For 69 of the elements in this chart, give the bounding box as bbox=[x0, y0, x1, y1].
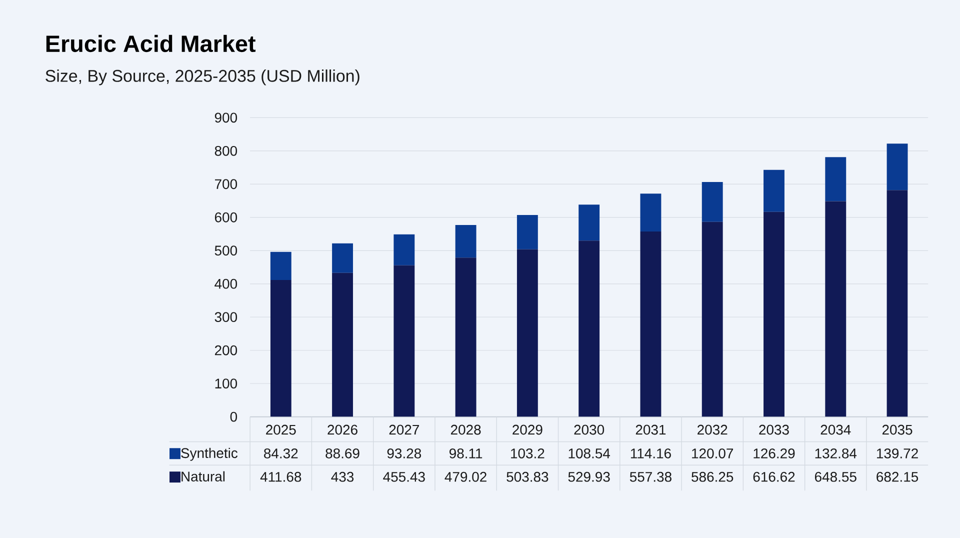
y-tick-label: 100 bbox=[215, 378, 238, 388]
data-label: 503.83 bbox=[506, 472, 548, 482]
x-tick-label: 2030 bbox=[574, 424, 604, 434]
data-label: 84.32 bbox=[264, 448, 298, 458]
bar bbox=[332, 272, 353, 417]
legend-label: Synthetic bbox=[181, 448, 238, 461]
bar bbox=[578, 204, 600, 240]
legend-label: Natural bbox=[182, 471, 225, 482]
bar bbox=[702, 222, 723, 417]
bar bbox=[640, 231, 662, 417]
data-label: 93.28 bbox=[387, 448, 422, 458]
bar bbox=[394, 265, 415, 417]
y-tick-label: 0 bbox=[230, 412, 238, 422]
x-tick-label: 2026 bbox=[328, 424, 358, 434]
y-tick-label: 700 bbox=[214, 178, 238, 189]
data-label: 103.2 bbox=[511, 448, 544, 458]
x-tick-label: 2032 bbox=[698, 424, 728, 434]
x-tick-label: 2028 bbox=[450, 424, 481, 434]
data-label: 557.38 bbox=[630, 472, 672, 482]
bar bbox=[455, 224, 476, 258]
bar bbox=[270, 252, 292, 280]
chart-subtitle: Size, By Source, 2025-2035 (USD Million) bbox=[46, 69, 360, 86]
bar bbox=[825, 156, 846, 202]
data-label: 411.68 bbox=[260, 472, 302, 482]
bar bbox=[702, 182, 723, 222]
x-tick-label: 2034 bbox=[820, 424, 851, 434]
data-label: 126.29 bbox=[754, 448, 795, 458]
x-tick-label: 2031 bbox=[636, 424, 666, 434]
data-label: 616.62 bbox=[753, 472, 795, 482]
data-label: 114.16 bbox=[630, 448, 671, 458]
y-tick-label: 300 bbox=[214, 312, 238, 322]
data-label: 529.93 bbox=[568, 472, 610, 482]
data-label: 479.02 bbox=[444, 472, 486, 482]
x-tick-label: 2035 bbox=[882, 424, 912, 434]
y-tick-label: 900 bbox=[214, 112, 238, 122]
bar bbox=[764, 212, 784, 417]
bar bbox=[578, 240, 600, 417]
data-label: 139.72 bbox=[877, 448, 918, 458]
bar bbox=[764, 170, 784, 212]
bar bbox=[886, 190, 908, 417]
data-label: 120.07 bbox=[692, 448, 734, 458]
y-tick-label: 600 bbox=[214, 212, 238, 222]
chart-title: Erucic Acid Market bbox=[46, 34, 256, 52]
y-tick-label: 400 bbox=[214, 278, 238, 289]
x-tick-label: 2025 bbox=[266, 424, 296, 434]
bar bbox=[516, 214, 538, 250]
bar bbox=[455, 257, 476, 417]
data-label: 648.55 bbox=[814, 472, 856, 482]
data-label: 586.25 bbox=[692, 472, 734, 482]
data-label: 682.15 bbox=[876, 472, 918, 482]
data-label: 132.84 bbox=[815, 448, 857, 458]
data-label: 455.43 bbox=[383, 472, 425, 482]
data-label: 108.54 bbox=[568, 448, 610, 458]
bar bbox=[332, 243, 353, 273]
data-label: 88.69 bbox=[326, 448, 360, 458]
data-label: 433 bbox=[331, 472, 354, 482]
bar bbox=[270, 280, 292, 417]
bar bbox=[825, 201, 846, 417]
x-tick-label: 2033 bbox=[759, 424, 789, 434]
bar bbox=[516, 249, 538, 417]
y-tick-label: 800 bbox=[214, 146, 238, 156]
bar bbox=[886, 143, 908, 190]
x-tick-label: 2029 bbox=[512, 424, 542, 434]
y-tick-label: 500 bbox=[214, 245, 238, 256]
bar bbox=[640, 193, 662, 232]
data-label: 98.11 bbox=[450, 448, 482, 458]
y-tick-label: 200 bbox=[214, 345, 238, 356]
bar bbox=[394, 234, 415, 266]
x-tick-label: 2027 bbox=[389, 424, 419, 434]
